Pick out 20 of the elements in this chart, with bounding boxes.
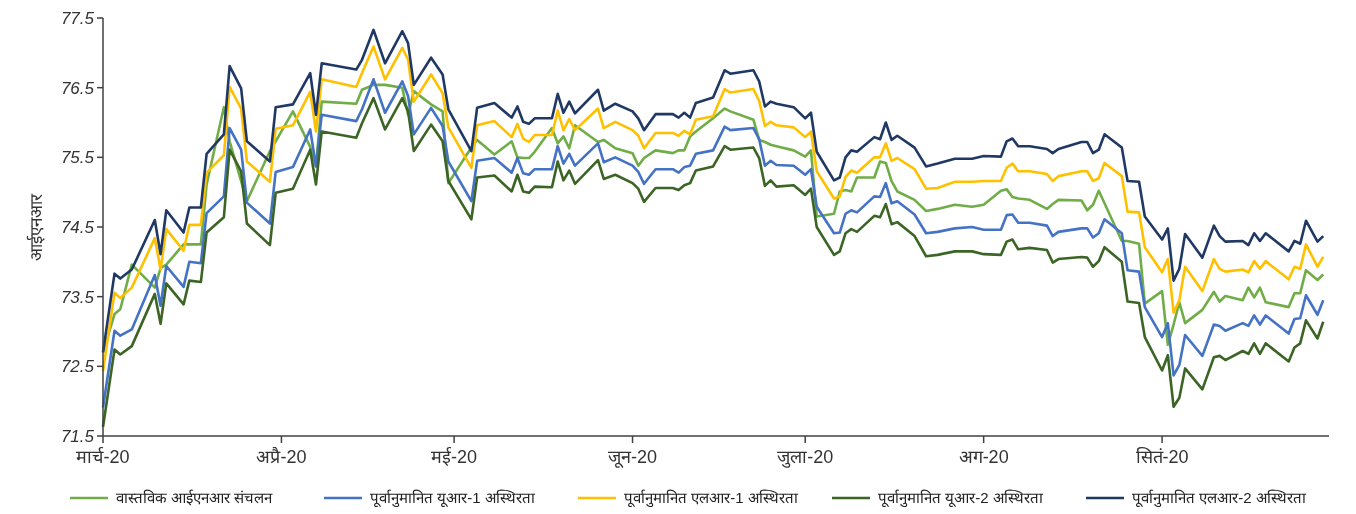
x-tick-label: अप्रै-20 — [256, 446, 307, 467]
y-tick-label: 76.5 — [60, 78, 95, 98]
y-tick-label: 74.5 — [60, 218, 95, 237]
y-axis-title: आईएनआर — [26, 192, 46, 261]
x-tick-label: जून-20 — [608, 447, 658, 468]
legend-label: पूर्वानुमानित यूआर-2 अस्थिरता — [878, 489, 1044, 508]
x-tick-label: मार्च-20 — [76, 446, 130, 467]
y-tick-label: 73.5 — [60, 287, 95, 307]
y-tick-label: 75.5 — [60, 148, 95, 168]
x-tick-label: सितं-20 — [1135, 446, 1189, 467]
legend-label: वास्तविक आईएनआर संचलन — [116, 489, 274, 506]
legend-label: पूर्वानुमानित यूआर-1 अस्थिरता — [370, 489, 536, 508]
y-tick-label: 77.5 — [60, 9, 95, 28]
y-tick-label: 71.5 — [60, 427, 95, 446]
legend-label: पूर्वानुमानित एलआर-1 अस्थिरता — [624, 489, 799, 508]
legend-label: पूर्वानुमानित एलआर-2 अस्थिरता — [1132, 489, 1307, 508]
x-tick-label: अग-20 — [958, 447, 1009, 467]
x-tick-label: जुला-20 — [777, 447, 834, 468]
y-tick-label: 72.5 — [60, 357, 95, 377]
x-tick-label: मई-20 — [431, 446, 478, 467]
